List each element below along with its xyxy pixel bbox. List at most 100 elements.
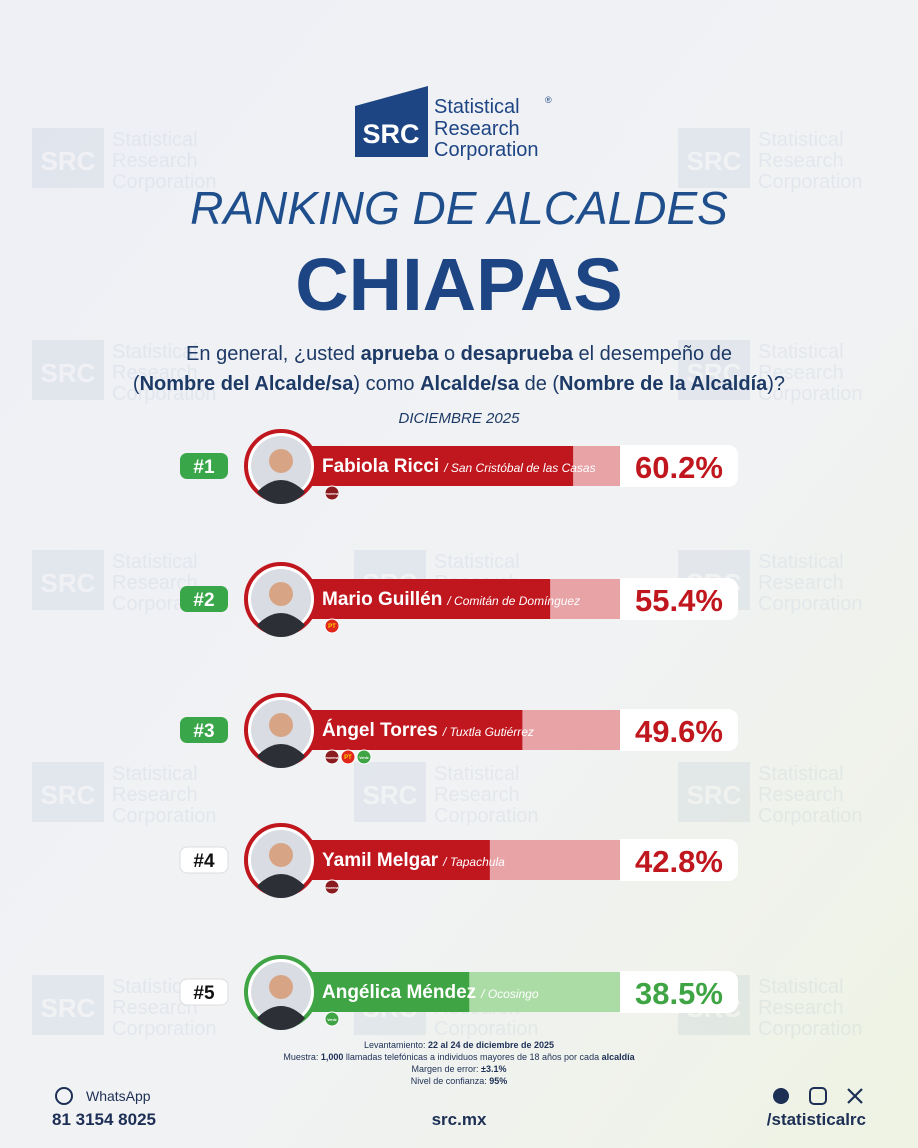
social-handle: /statisticalrc [767, 1110, 866, 1129]
bar [285, 446, 574, 486]
logo: SRC Statistical Research Corporation ® [355, 86, 552, 161]
watermark-line: Research [112, 362, 198, 384]
photo-face [269, 975, 293, 999]
question-line: En general, ¿usted aprueba o desaprueba … [186, 343, 732, 365]
party-label: morena [326, 492, 339, 496]
watermark-shape [32, 550, 104, 610]
rank-badge [180, 586, 228, 612]
watermark-line: Statistical [434, 551, 520, 573]
question-line: (Nombre del Alcalde/sa) como Alcalde/sa … [133, 373, 785, 395]
ranking-row: #3 49.6% Ángel Torres / Tuxtla Gutiérrez mor… [180, 693, 738, 768]
watermark-line: Corporation [112, 383, 217, 405]
methodology-line: Margen de error: ±3.1% [412, 1064, 507, 1074]
rank-label: #4 [193, 851, 215, 872]
watermark-line: Statistical [758, 976, 844, 998]
watermark-mark: SRC [41, 146, 96, 176]
watermark-line: Research [112, 784, 198, 806]
watermark-shape [32, 128, 104, 188]
logo-line: Research [434, 118, 520, 140]
watermark-mark: SRC [41, 780, 96, 810]
question-segment: de ( [519, 373, 559, 395]
methodology-line: Nivel de confianza: 95% [411, 1076, 508, 1086]
watermark-mark: SRC [41, 358, 96, 388]
watermark-line: Corporation [112, 1018, 217, 1040]
watermark-line: Corporation [758, 805, 863, 827]
photo-face [269, 449, 293, 473]
value-label: 42.8% [635, 844, 723, 879]
methodology-segment: Levantamiento: [364, 1040, 428, 1050]
question-segment: ) como [353, 373, 420, 395]
ranking-row: #4 42.8% Yamil Melgar / Tapachula morena [179, 823, 738, 898]
bar-label: Mario Guillén / Comitán de Domínguez [322, 589, 580, 610]
watermark-shape [678, 762, 750, 822]
photo-face [269, 713, 293, 737]
photo-body [257, 744, 305, 768]
logo-shape [355, 86, 428, 157]
question-segment: )? [767, 373, 785, 395]
methodology-line: Muestra: 1,000 llamadas telefónicas a in… [283, 1052, 635, 1062]
watermark-shape [32, 975, 104, 1035]
watermark-line: Corporation [434, 805, 539, 827]
whatsapp-icon [55, 1087, 73, 1105]
watermark-shape [354, 762, 426, 822]
photo-body [257, 874, 305, 898]
value-label: 49.6% [635, 714, 723, 749]
watermark-shape [678, 128, 750, 188]
ranking-row: #5 38.5% Angélica Méndez / Ocosingo Verde [179, 955, 738, 1031]
logo-line: Statistical [434, 96, 520, 118]
facebook-icon[interactable] [773, 1088, 789, 1104]
watermark-line: Research [758, 784, 844, 806]
ranking-row: #2 55.4% Mario Guillén / Comitán de Domíngu… [180, 562, 738, 637]
watermark-line: Research [112, 572, 198, 594]
watermark-line: Research [758, 362, 844, 384]
watermark-line: Research [758, 572, 844, 594]
methodology-segment: Muestra: [283, 1052, 321, 1062]
methodology: Levantamiento: 22 al 24 de diciembre de … [283, 1040, 635, 1086]
watermark-mark: SRC [41, 993, 96, 1023]
methodology-line: Levantamiento: 22 al 24 de diciembre de … [364, 1040, 554, 1050]
methodology-segment: Margen de error: [412, 1064, 482, 1074]
rank-badge [180, 717, 228, 743]
bar-label: Fabiola Ricci / San Cristóbal de las Casa… [322, 456, 596, 477]
methodology-segment: Nivel de confianza: [411, 1076, 490, 1086]
party-logo [324, 1011, 340, 1027]
photo-face [269, 582, 293, 606]
candidate-name: Yamil Melgar [322, 850, 439, 871]
methodology-segment: llamadas telefónicas a individuos mayore… [343, 1052, 601, 1062]
whatsapp-label: WhatsApp [86, 1088, 151, 1104]
bar [285, 710, 523, 750]
candidate-name: Angélica Méndez [322, 982, 476, 1003]
methodology-segment: alcaldía [602, 1052, 636, 1062]
watermark-line: Research [758, 150, 844, 172]
website[interactable]: src.mx [432, 1110, 487, 1129]
watermark-line: Research [112, 150, 198, 172]
question-segment: Nombre del Alcalde/sa [140, 373, 355, 395]
value-label: 60.2% [635, 450, 723, 485]
party-logo [324, 618, 340, 634]
logo-registered: ® [545, 95, 552, 105]
watermark-line: Statistical [112, 129, 198, 151]
bar-label: Angélica Méndez / Ocosingo [322, 982, 539, 1003]
bar [285, 579, 551, 619]
bar [285, 840, 490, 880]
watermark-line: Research [434, 784, 520, 806]
watermark-mark: SRC [363, 780, 418, 810]
watermark-line: Statistical [112, 551, 198, 573]
party-logo [340, 749, 356, 765]
watermark-line: Statistical [112, 763, 198, 785]
candidate-place: / Comitán de Domínguez [446, 594, 580, 608]
instagram-icon[interactable] [809, 1087, 827, 1105]
question-segment: Alcalde/sa [420, 373, 520, 395]
candidate-place: / San Cristóbal de las Casas [443, 461, 595, 475]
x-icon[interactable] [847, 1088, 863, 1104]
rank-label: #5 [193, 983, 215, 1004]
ranking-row: #1 60.2% Fabiola Ricci / San Cristóbal de l… [180, 429, 738, 504]
question-segment: o [438, 343, 460, 365]
question-segment: desaprueba [461, 343, 574, 365]
